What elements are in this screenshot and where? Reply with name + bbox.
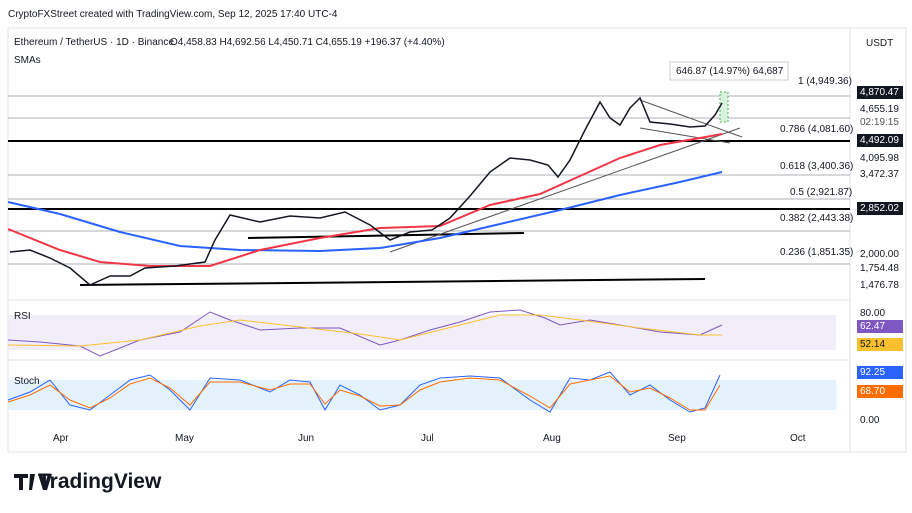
rsi-label: RSI [14, 311, 31, 322]
ohlc: O4,458.83 H4,692.56 L4,450.71 C4,655.19 … [170, 37, 445, 48]
measure-label-box [669, 61, 789, 81]
price-label: 1,754.48 [860, 263, 899, 274]
fib-label: 0.786 (4,081.60) [780, 124, 854, 135]
rsi-axis-label: 62.47 [860, 321, 886, 332]
brand-logo [14, 474, 52, 490]
trend-line [639, 127, 731, 144]
stoch-axis-label: 92.25 [860, 367, 886, 378]
indicator: SMAs [14, 55, 41, 66]
sma-fast [7, 133, 723, 267]
price-label: 4,492.09 [860, 135, 899, 146]
month-label: Aug [543, 433, 561, 444]
month-label: Apr [53, 433, 69, 444]
month-label: Sep [668, 433, 686, 444]
rsi-axis-label: 80.00 [860, 308, 886, 319]
trend-line [389, 127, 741, 253]
fib-label: 0.382 (2,443.38) [780, 213, 854, 224]
badge [857, 320, 903, 333]
fib-label: 0.5 (2,921.87) [790, 187, 853, 198]
rsi-line [7, 309, 723, 357]
month-label: Oct [790, 433, 806, 444]
badge [857, 366, 903, 379]
month-label: Jul [421, 433, 434, 444]
fib-label: 1 (4,949.36) [798, 76, 852, 87]
stoch-k [7, 371, 721, 413]
badge [857, 134, 903, 147]
currency: USDT [866, 38, 894, 49]
badge [857, 338, 903, 351]
measure-box [719, 91, 729, 123]
price-label: 1,476.78 [860, 280, 899, 291]
price-line [9, 96, 723, 286]
price-label: 4,870.47 [860, 87, 899, 98]
stoch-d [7, 375, 721, 411]
brand: TradingView [38, 470, 162, 493]
price-label: 02:19:15 [860, 117, 899, 128]
price-label: 4,655.19 [860, 104, 899, 115]
month-label: May [175, 433, 194, 444]
badge [857, 202, 903, 215]
month-label: Jun [298, 433, 315, 444]
fib-label: 0.236 (1,851.35) [780, 247, 854, 258]
trend-line [639, 99, 743, 138]
credit: CryptoFXStreet created with TradingView.… [8, 9, 338, 20]
stoch-axis-label: 0.00 [860, 415, 880, 426]
price-label: 4,095.98 [860, 153, 899, 164]
trend-line [79, 278, 706, 286]
trend-line [247, 232, 525, 239]
stoch-label: Stoch [14, 376, 40, 387]
fib-label: 0.618 (3,400.36) [780, 161, 854, 172]
price-label: 2,852.02 [860, 203, 899, 214]
symbol: Ethereum / TetherUS · 1D · Binance [14, 37, 174, 48]
stoch-axis-label: 68.70 [860, 386, 886, 397]
price-label: 3,472.37 [860, 169, 899, 180]
rsi-ma [7, 314, 722, 347]
rsi-axis-label: 52.14 [860, 339, 886, 350]
frame [7, 27, 907, 453]
stoch-band [8, 380, 836, 410]
badge [857, 86, 903, 99]
badge [857, 385, 903, 398]
price-label: 2,000.00 [860, 249, 899, 260]
measure-label: 646.87 (14.97%) 64,687 [676, 66, 784, 77]
sma-slow [7, 171, 723, 253]
